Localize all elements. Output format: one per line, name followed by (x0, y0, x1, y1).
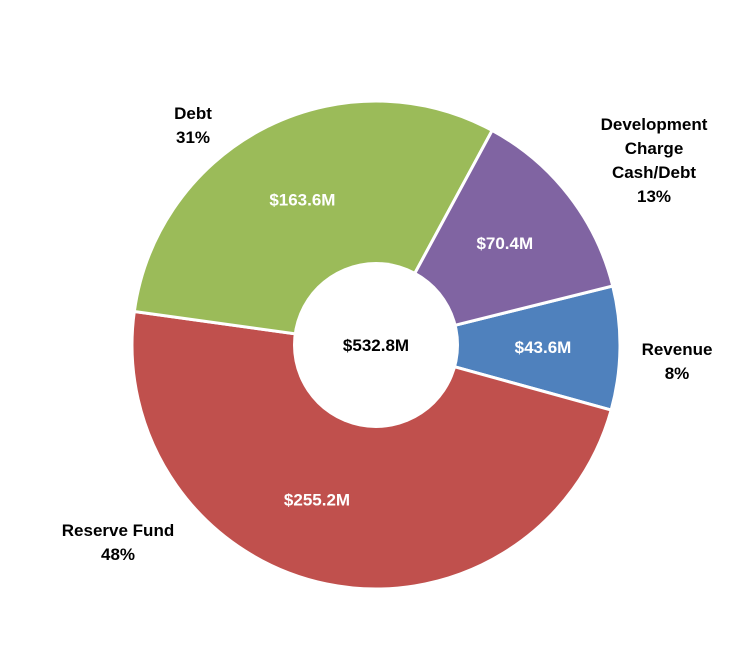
category-name-line: Charge (625, 139, 684, 158)
category-label-development-charge-cash-debt: Development Charge Cash/Debt 13% (601, 115, 708, 206)
slice-category-labels: Revenue 8% Reserve Fund 48% Debt 31% Developme… (62, 104, 713, 564)
donut-hole (293, 262, 459, 428)
category-label-reserve-fund: Reserve Fund 48% (62, 521, 174, 564)
center-total-label: $532.8M (343, 336, 409, 355)
slice-reserve-fund (130, 309, 614, 591)
category-name-line: Revenue (642, 340, 713, 359)
category-label-revenue: Revenue 8% (642, 340, 713, 383)
category-percent: 13% (637, 187, 671, 206)
category-name-line: Reserve Fund (62, 521, 174, 540)
value-label-revenue: $43.6M (515, 338, 572, 357)
category-percent: 8% (665, 364, 690, 383)
category-name-line: Debt (174, 104, 212, 123)
slice-revenue (370, 284, 622, 412)
category-name-line: Development (601, 115, 708, 134)
value-label-debt: $163.6M (269, 191, 335, 210)
category-name-line: Cash/Debt (612, 163, 696, 182)
value-label-development-charge-cash-debt: $70.4M (476, 234, 533, 253)
category-label-debt: Debt 31% (174, 104, 212, 147)
category-percent: 31% (176, 128, 210, 147)
slice-value-labels: $43.6M $255.2M $163.6M $70.4M (269, 191, 571, 510)
value-label-reserve-fund: $255.2M (284, 491, 350, 510)
category-percent: 48% (101, 545, 135, 564)
